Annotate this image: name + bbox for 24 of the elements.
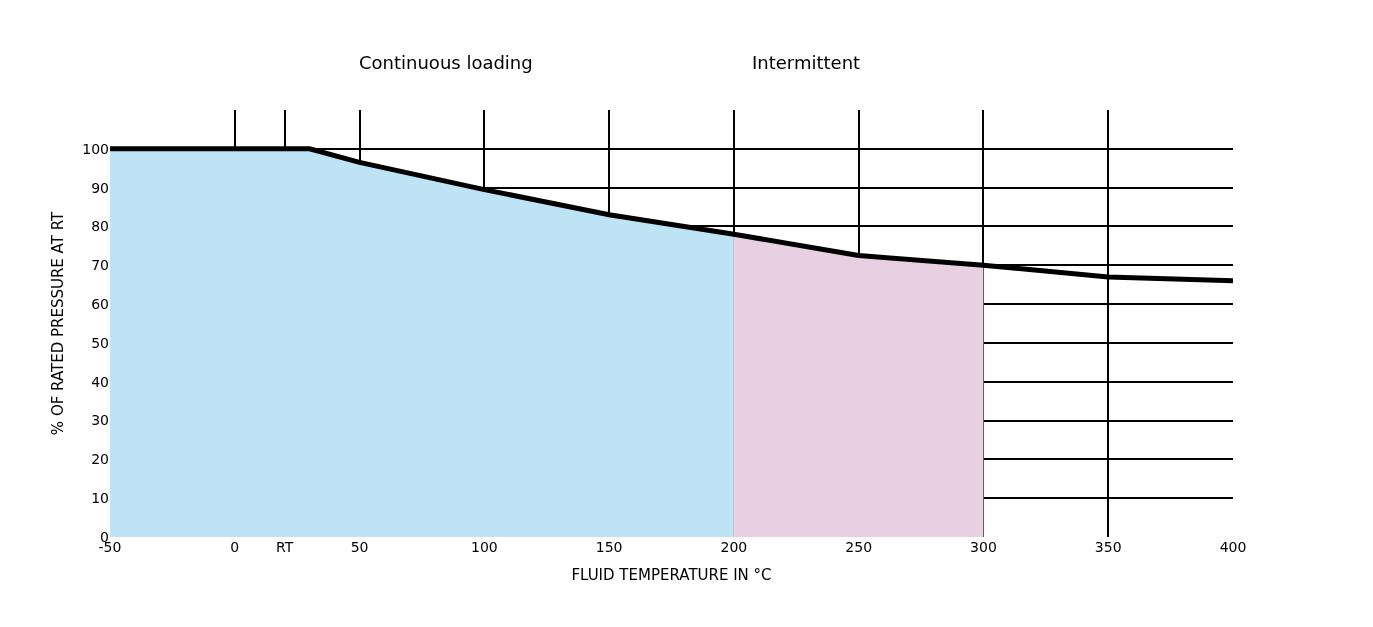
x-tick-label: RT [276, 539, 294, 555]
x-tick-label: 350 [1094, 539, 1122, 555]
x-axis-title: FLUID TEMPERATURE IN °C [571, 566, 772, 584]
x-tick-label: 100 [470, 539, 498, 555]
x-tick-label: 0 [230, 539, 240, 555]
x-tick-label: 250 [845, 539, 873, 555]
x-tick-label: 400 [1219, 539, 1247, 555]
text: Continuous loading [359, 52, 533, 73]
y-tick-label: 30 [91, 412, 109, 429]
y-tick-label: 70 [91, 257, 109, 274]
x-tick-label: 150 [595, 539, 623, 555]
y-tick-label: 20 [91, 451, 109, 468]
y-tick-label: 40 [91, 373, 109, 390]
text: Intermittent [752, 52, 861, 73]
y-tick-label: 80 [91, 218, 109, 235]
y-tick-label: 10 [91, 490, 109, 507]
y-tick-label: 100 [82, 140, 109, 157]
x-tick-label: 300 [970, 539, 997, 555]
y-tick-label: 50 [91, 334, 109, 351]
y-tick-label: 90 [91, 179, 109, 196]
y-tick-label: 60 [91, 295, 109, 312]
x-tick-label: 50 [350, 539, 369, 555]
y-axis-title: % OF RATED PRESSURE AT RT [48, 211, 67, 436]
x-tick-label: 200 [720, 539, 748, 555]
